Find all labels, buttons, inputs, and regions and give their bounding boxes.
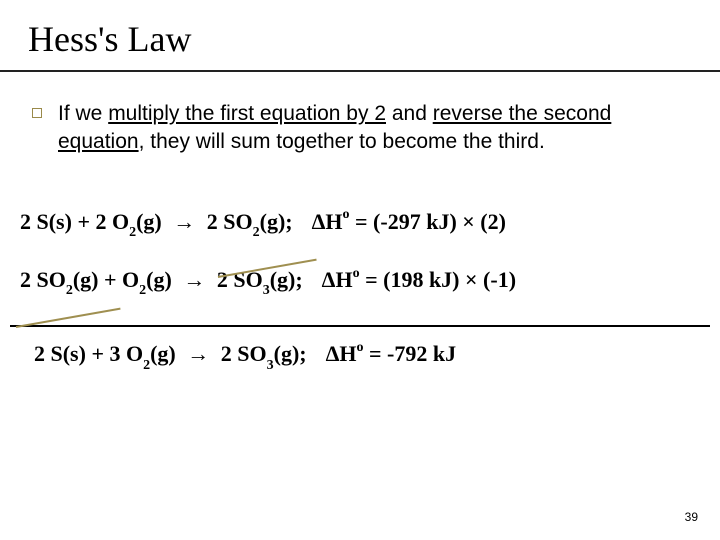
eq1-lhs-b: (g) — [136, 209, 162, 234]
eq1-deltaH: ΔHo = (-297 kJ) × (2) — [301, 209, 506, 235]
eq1-lhs-a-sub: 2 — [129, 225, 136, 240]
body-underline-1: multiply the first equation by 2 — [108, 102, 386, 125]
equation-2: 2 SO2(g) + O2(g) → 2 SO3(g); ΔHo = (198 … — [0, 267, 720, 297]
eq1-rhs-b: (g); — [260, 209, 293, 234]
summation-line — [10, 325, 710, 327]
equation-3: 2 S(s) + 3 O2(g) → 2 SO3(g); ΔHo = -792 … — [0, 341, 720, 371]
slide-title: Hess's Law — [0, 0, 720, 60]
equations-block: 2 S(s) + 2 O2(g) → 2 SO2(g); ΔHo = (-297… — [0, 209, 720, 372]
eq2-lhs-b: (g) + O — [73, 267, 139, 292]
arrow-icon: → — [181, 341, 215, 366]
eq2-lhs-a: 2 SO — [20, 267, 66, 292]
eq1-rhs-a-sub: 2 — [253, 225, 260, 240]
eq3-rhs-a: 2 SO — [221, 341, 267, 366]
eq3-lhs-b: (g) — [150, 341, 176, 366]
eq1-lhs-a: 2 S(s) + 2 O — [20, 209, 129, 234]
eq2-lhs-c: (g) — [146, 267, 172, 292]
bullet-icon — [32, 108, 42, 118]
eq1-rhs-a: 2 SO — [207, 209, 253, 234]
eq2-rhs-b: (g); — [270, 267, 303, 292]
body-paragraph: If we multiply the first equation by 2 a… — [0, 72, 720, 157]
page-number: 39 — [685, 510, 698, 524]
body-mid: and — [386, 102, 433, 125]
equation-1: 2 S(s) + 2 O2(g) → 2 SO2(g); ΔHo = (-297… — [0, 209, 720, 239]
arrow-icon: → — [167, 209, 201, 234]
eq3-rhs-b: (g); — [274, 341, 307, 366]
body-post: , they will sum together to become the t… — [139, 130, 545, 153]
eq3-lhs-a: 2 S(s) + 3 O — [34, 341, 143, 366]
arrow-icon: → — [177, 267, 211, 292]
eq2-deltaH: ΔHo = (198 kJ) × (-1) — [311, 267, 516, 293]
body-pre: If we — [58, 102, 108, 125]
eq3-deltaH: ΔHo = -792 kJ — [315, 341, 457, 367]
